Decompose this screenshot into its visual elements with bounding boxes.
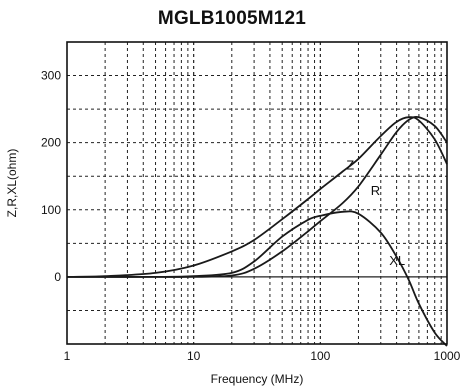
curves (66, 115, 448, 347)
x-tick-label: 10 (187, 349, 201, 363)
x-tick-label: 100 (310, 349, 330, 363)
curve-labels: Z R XL (346, 158, 405, 268)
x-axis-label: Frequency (MHz) (211, 372, 304, 386)
curve-label-xl: XL (389, 253, 405, 268)
curve-label-r: R (371, 183, 380, 198)
plot-frame (66, 41, 448, 345)
y-axis-label: Z,R,XL(ohm) (5, 149, 19, 218)
curve-label-z: Z (346, 158, 354, 173)
tick-labels: 1 10 100 1000 0 100 200 300 (41, 69, 461, 363)
x-tick-label: 1 (64, 349, 71, 363)
grid (67, 42, 447, 344)
x-tick-label: 1000 (434, 349, 461, 363)
chart-title: MGLB1005M121 (157, 8, 307, 29)
series-line-xl (66, 210, 448, 347)
y-tick-label: 200 (41, 136, 61, 150)
y-tick-label: 300 (41, 69, 61, 83)
y-tick-label: 100 (41, 203, 61, 217)
y-tick-label: 0 (54, 270, 61, 284)
